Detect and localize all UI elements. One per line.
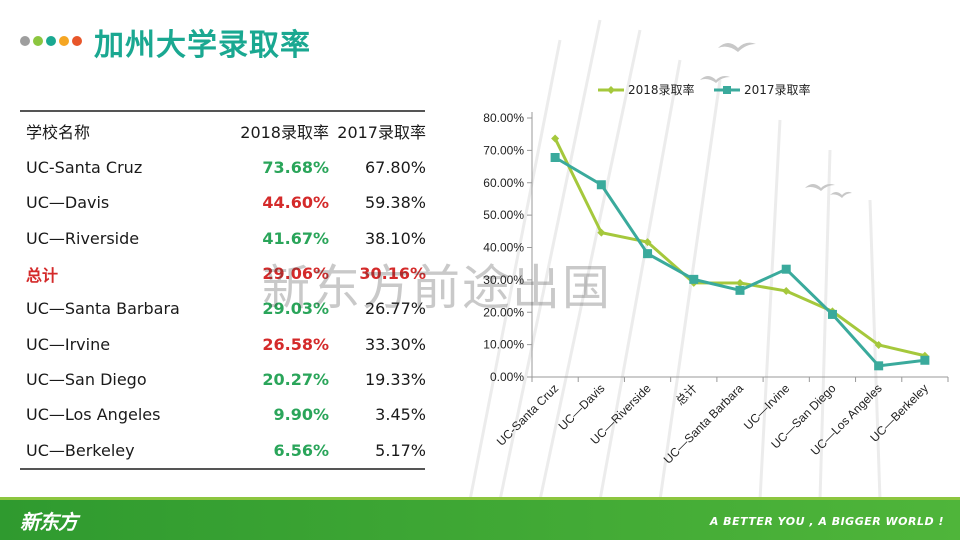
header-2018: 2018录取率 <box>240 123 329 142</box>
y-tick-label: 50.00% <box>483 208 524 222</box>
table-row: UC—Davis 44.60% 59.38% <box>20 185 426 220</box>
cell-2018-rate: 29.06% <box>262 264 329 284</box>
data-point-2017 <box>689 274 699 284</box>
legend-marker <box>607 86 615 94</box>
cell-school: 总计 <box>26 265 59 285</box>
legend-marker <box>723 86 731 94</box>
admission-rate-chart: 0.00% 10.00% 20.00% 30.00% 40.00% 50.00% 60.00… <box>448 70 954 495</box>
table-row: UC—Los Angeles 9.90% 3.45% <box>20 397 426 432</box>
cell-2017-rate: 33.30% <box>364 334 426 354</box>
y-tick-label: 40.00% <box>483 241 524 255</box>
cell-2018-rate: 73.68% <box>262 158 329 178</box>
data-point-2017 <box>596 180 606 190</box>
data-point-2018 <box>782 286 791 295</box>
cell-school: UC—Berkeley <box>26 440 135 460</box>
table-top-rule <box>20 110 425 112</box>
footer-bar <box>0 500 960 540</box>
table-body: UC-Santa Cruz 73.68% 67.80% UC—Davis 44.60% 5… <box>20 150 426 468</box>
admission-table: 学校名称 2018录取率 2017录取率 UC-Santa Cruz 73.68%… <box>20 110 426 470</box>
legend-label: 2018录取率 <box>628 82 695 97</box>
data-point-2017 <box>920 355 930 365</box>
accent-dot <box>20 36 30 46</box>
cell-school: UC-Santa Cruz <box>26 158 143 178</box>
cell-2018-rate: 20.27% <box>262 369 329 389</box>
brand-logo: 新东方 <box>20 510 78 534</box>
data-point-2017 <box>550 152 560 162</box>
data-point-2017 <box>827 309 837 319</box>
cell-2018-rate: 9.90% <box>273 405 329 425</box>
cell-2017-rate: 30.16% <box>359 264 426 284</box>
accent-dot <box>46 36 56 46</box>
table-header-row: 学校名称 2018录取率 2017录取率 <box>20 112 426 150</box>
cell-school: UC—Los Angeles <box>26 405 161 425</box>
cell-school: UC—Davis <box>26 193 110 213</box>
data-point-2017 <box>735 285 745 295</box>
cell-2018-rate: 41.67% <box>262 228 329 248</box>
accent-dot <box>33 36 43 46</box>
cell-2017-rate: 5.17% <box>375 440 426 460</box>
cell-school: UC—Santa Barbara <box>26 299 180 319</box>
footer-slogan: A BETTER YOU , A BIGGER WORLD ! <box>709 515 944 528</box>
cell-2017-rate: 19.33% <box>364 369 426 389</box>
table-row: 总计 29.06% 30.16% <box>20 256 426 291</box>
x-category-label: UC—Santa Barbara <box>661 381 747 467</box>
x-category-label: UC-Santa Cruz <box>494 381 561 448</box>
y-tick-label: 30.00% <box>483 273 524 287</box>
page-title: 加州大学录取率 <box>94 28 311 63</box>
cell-2017-rate: 59.38% <box>364 193 426 213</box>
table-row: UC—Santa Barbara 29.03% 26.77% <box>20 291 426 326</box>
header-2017: 2017录取率 <box>337 123 426 142</box>
data-point-2017 <box>781 264 791 274</box>
cell-2017-rate: 3.45% <box>375 405 426 425</box>
y-tick-label: 0.00% <box>490 370 524 384</box>
data-point-2018 <box>551 134 560 143</box>
cell-2018-rate: 26.58% <box>262 334 329 354</box>
y-tick-label: 10.00% <box>483 338 524 352</box>
cell-2017-rate: 26.77% <box>364 299 426 319</box>
cell-2018-rate: 6.56% <box>273 440 329 460</box>
table-row: UC—San Diego 20.27% 19.33% <box>20 362 426 397</box>
data-point-2018 <box>874 340 883 349</box>
y-tick-label: 80.00% <box>483 111 524 125</box>
table-row: UC—Irvine 26.58% 33.30% <box>20 326 426 361</box>
y-tick-label: 20.00% <box>483 305 524 319</box>
table-row: UC-Santa Cruz 73.68% 67.80% <box>20 150 426 185</box>
cell-school: UC—Irvine <box>26 334 111 354</box>
y-tick-label: 70.00% <box>483 143 524 157</box>
watermark-text: 新东方前途出国 <box>262 260 613 316</box>
line-chart: 0.00% 10.00% 20.00% 30.00% 40.00% 50.00% 60.00… <box>483 82 949 467</box>
data-point-2018 <box>597 228 606 237</box>
header-school: 学校名称 <box>26 123 91 142</box>
cell-2018-rate: 44.60% <box>262 193 329 213</box>
data-point-2017 <box>874 361 884 371</box>
cell-school: UC—Riverside <box>26 228 140 248</box>
legend-label: 2017录取率 <box>744 82 811 97</box>
data-point-2018 <box>736 279 744 288</box>
table-row: UC—Riverside 41.67% 38.10% <box>20 221 426 256</box>
cell-2018-rate: 29.03% <box>262 299 329 319</box>
x-category-label: 总计 <box>673 381 700 408</box>
accent-dot <box>59 36 69 46</box>
y-tick-label: 60.00% <box>483 176 524 190</box>
cell-school: UC—San Diego <box>26 369 147 389</box>
cell-2017-rate: 38.10% <box>364 228 426 248</box>
table-row: UC—Berkeley 6.56% 5.17% <box>20 432 426 467</box>
footer-accent-line <box>0 497 960 501</box>
accent-dots <box>20 36 82 46</box>
cell-2017-rate: 67.80% <box>364 158 426 178</box>
data-point-2017 <box>643 249 653 259</box>
data-point-2018 <box>643 238 652 247</box>
table-bottom-rule <box>20 467 425 470</box>
accent-dot <box>72 36 82 46</box>
